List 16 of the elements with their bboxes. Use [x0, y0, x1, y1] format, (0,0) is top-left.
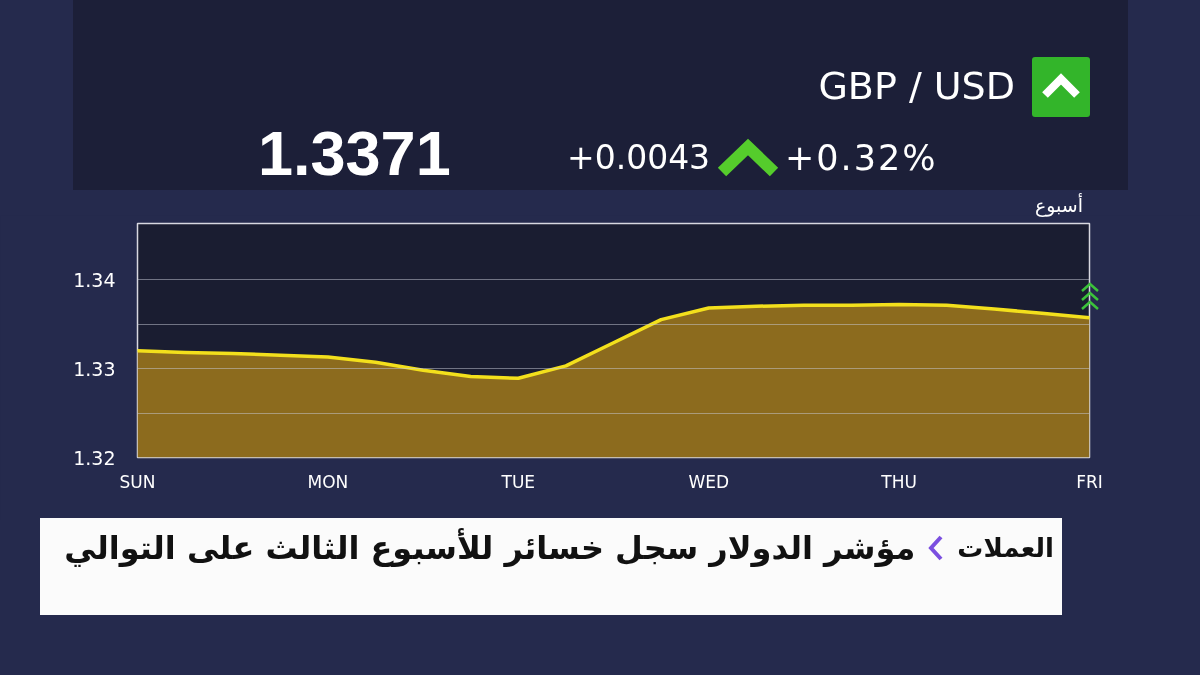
x-tick-label: SUN: [119, 471, 156, 492]
x-tick-label: MON: [307, 471, 349, 492]
y-tick-label: 1.33: [73, 357, 116, 380]
y-tick-label: 1.34: [73, 268, 116, 291]
text: 1.3371: [258, 117, 451, 190]
y-tick-label: 1.32: [73, 446, 116, 469]
text: أسبوع: [1034, 193, 1083, 217]
x-tick-label: TUE: [500, 471, 536, 492]
text: العملات: [957, 532, 1054, 565]
text: +0.32%: [785, 137, 938, 180]
x-tick-label: WED: [688, 471, 730, 492]
text: +0.0043: [567, 137, 711, 179]
x-tick-label: FRI: [1076, 471, 1103, 492]
x-tick-label: THU: [880, 471, 917, 492]
chart-title: GBP / USD: [818, 63, 1015, 110]
text: مؤشر الدولار سجل خسائر للأسبوع الثالث على التوالي: [64, 527, 916, 569]
